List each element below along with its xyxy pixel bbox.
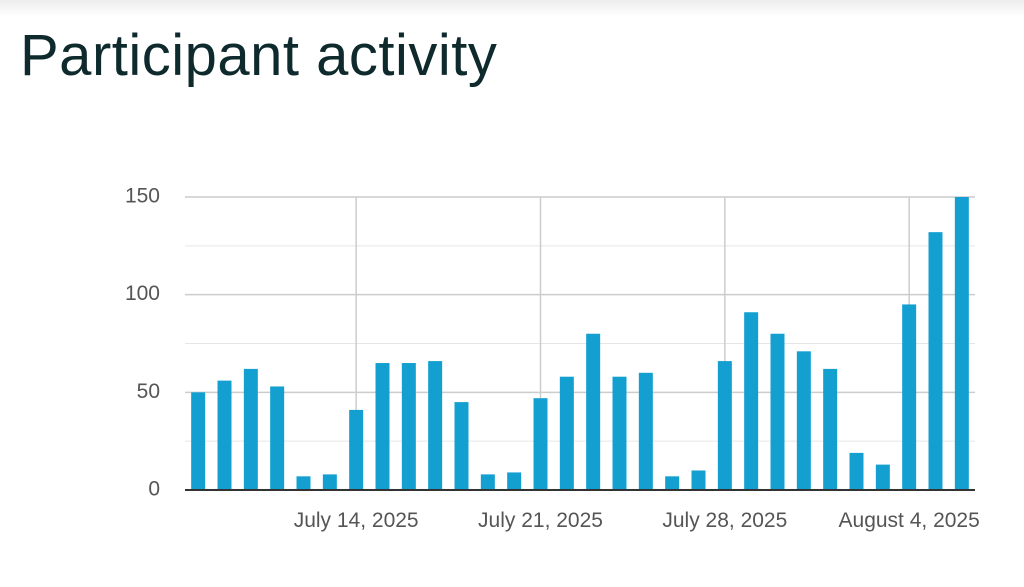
bar [875,464,890,490]
y-tick-label: 150 [125,185,160,208]
y-tick-label: 100 [125,282,160,305]
bar [428,361,443,490]
y-tick-label: 0 [148,478,160,501]
bar [375,363,390,490]
bar [401,363,416,490]
x-tick-label: July 28, 2025 [662,509,788,532]
bar [823,368,838,490]
top-bar [0,0,1024,16]
bar [638,372,653,490]
bar [217,380,232,490]
bar [533,398,548,490]
bar [191,392,206,490]
bar [349,409,364,490]
bar [849,452,864,490]
bar [665,476,680,490]
bar [586,333,601,490]
bar [507,472,522,490]
bar [559,376,574,490]
bar [322,474,337,490]
bar [744,312,759,490]
bar [954,197,969,490]
bar [612,376,627,490]
bar [454,402,469,490]
bar [691,470,706,490]
bar [270,386,285,490]
chart-title: Participant activity [20,23,498,88]
y-tick-label: 50 [137,380,160,403]
bar [796,351,811,490]
bar [928,232,943,490]
bar [902,304,917,490]
x-tick-label: July 21, 2025 [478,509,603,532]
bar [717,361,732,490]
x-tick-label: July 14, 2025 [293,509,419,532]
x-tick-label: August 4, 2025 [838,509,980,532]
bar [480,474,495,490]
bar [243,368,258,490]
bar [296,476,311,490]
bar [770,333,785,490]
